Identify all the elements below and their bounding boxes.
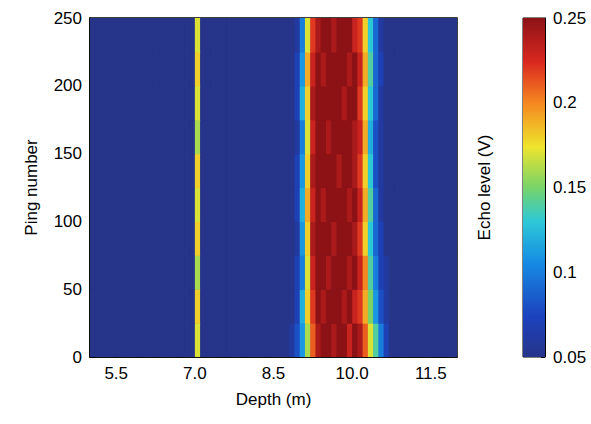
svg-text:200: 200 (54, 76, 82, 95)
svg-text:5.5: 5.5 (104, 364, 128, 383)
svg-text:0.25: 0.25 (553, 9, 586, 28)
svg-text:0.15: 0.15 (553, 178, 586, 197)
svg-text:50: 50 (63, 280, 82, 299)
svg-text:7.0: 7.0 (183, 364, 207, 383)
svg-text:250: 250 (54, 9, 82, 28)
svg-text:0.1: 0.1 (553, 263, 577, 282)
svg-text:0.05: 0.05 (553, 348, 586, 367)
svg-text:0: 0 (73, 348, 82, 367)
svg-text:0.2: 0.2 (553, 93, 577, 112)
svg-text:150: 150 (54, 144, 82, 163)
svg-text:8.5: 8.5 (262, 364, 286, 383)
svg-text:100: 100 (54, 212, 82, 231)
svg-text:Depth (m): Depth (m) (236, 390, 312, 409)
svg-text:Ping number: Ping number (22, 139, 41, 236)
svg-text:11.5: 11.5 (415, 364, 447, 383)
svg-text:Echo level (V): Echo level (V) (475, 135, 494, 241)
svg-text:10.0: 10.0 (336, 364, 369, 383)
